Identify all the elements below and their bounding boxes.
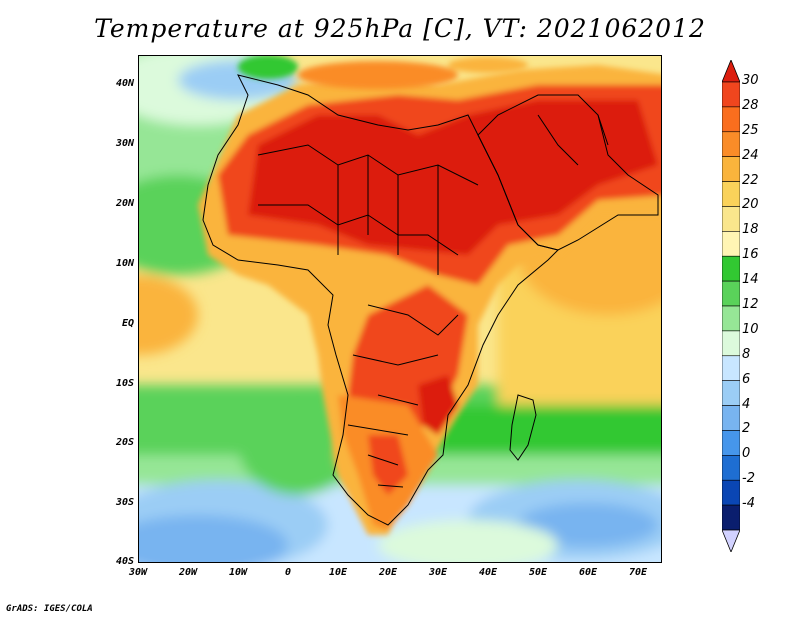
- colorbar-label: 8: [742, 346, 751, 362]
- lon-label-50e: 50E: [528, 567, 548, 578]
- lon-label-20w: 20W: [178, 567, 198, 578]
- lat-label-30s: 30S: [115, 497, 134, 508]
- colorbar-label: -2: [742, 471, 755, 487]
- grads-credit: GrADS: IGES/COLA: [6, 604, 93, 614]
- colorbar-segment: [721, 106, 741, 133]
- colorbar-label: 20: [742, 197, 759, 213]
- lat-label-10n: 10N: [115, 258, 134, 269]
- colorbar-segment: [721, 305, 741, 332]
- lon-label-10w: 10W: [228, 567, 248, 578]
- colorbar-label: 25: [742, 122, 759, 138]
- colorbar-segment: [721, 504, 741, 531]
- colorbar-label: 2: [742, 421, 751, 437]
- colorbar: [721, 58, 741, 554]
- lon-label-0: 0: [284, 567, 292, 578]
- lat-label-40n: 40N: [115, 78, 134, 89]
- colorbar-min-arrow: [721, 529, 741, 554]
- lon-label-60e: 60E: [578, 567, 598, 578]
- colorbar-label: 4: [742, 396, 751, 412]
- lon-label-70e: 70E: [628, 567, 648, 578]
- colorbar-label: 30: [742, 73, 759, 88]
- colorbar-label: 0: [742, 446, 751, 462]
- colorbar-segment: [721, 255, 741, 282]
- colorbar-label: 22: [742, 172, 759, 188]
- colorbar-segment: [721, 181, 741, 207]
- colorbar-segment: [721, 355, 741, 381]
- colorbar-label: 18: [742, 222, 759, 238]
- lon-label-30e: 30E: [428, 567, 448, 578]
- lat-label-eq: EQ: [121, 318, 134, 329]
- colorbar-label: 28: [742, 97, 759, 113]
- lon-label-30w: 30W: [128, 567, 148, 578]
- lat-label-30n: 30N: [115, 138, 134, 149]
- colorbar-label: 24: [742, 147, 759, 163]
- colorbar-segment: [721, 479, 741, 506]
- colorbar-max-arrow: [721, 58, 741, 83]
- colorbar-label: -4: [742, 496, 755, 512]
- lon-label-10e: 10E: [328, 567, 348, 578]
- map-title: Temperature at 925hPa [C], VT: 202106201…: [94, 14, 706, 43]
- lat-label-10s: 10S: [115, 378, 134, 389]
- colorbar-segment: [721, 206, 741, 232]
- colorbar-label: 6: [742, 371, 751, 387]
- colorbar-segment: [721, 131, 741, 157]
- lon-label-20e: 20E: [378, 567, 398, 578]
- colorbar-segment: [721, 231, 741, 257]
- colorbar-segment: [721, 405, 741, 431]
- colorbar-segment: [721, 81, 741, 108]
- colorbar-label: 14: [742, 272, 759, 288]
- colorbar-label: 12: [742, 297, 759, 312]
- colorbar-segment: [721, 156, 741, 182]
- temperature-map: [138, 55, 662, 563]
- colorbar-segment: [721, 380, 741, 406]
- colorbar-segment: [721, 455, 741, 481]
- colorbar-label: 16: [742, 247, 759, 263]
- colorbar-label: 10: [742, 321, 759, 337]
- colorbar-segment: [721, 280, 741, 307]
- colorbar-segment: [721, 330, 741, 357]
- colorbar-segment: [721, 430, 741, 456]
- lat-label-20s: 20S: [115, 437, 134, 448]
- lat-label-20n: 20N: [115, 198, 134, 209]
- lat-label-40s: 40S: [115, 556, 134, 567]
- lon-label-40e: 40E: [478, 567, 498, 578]
